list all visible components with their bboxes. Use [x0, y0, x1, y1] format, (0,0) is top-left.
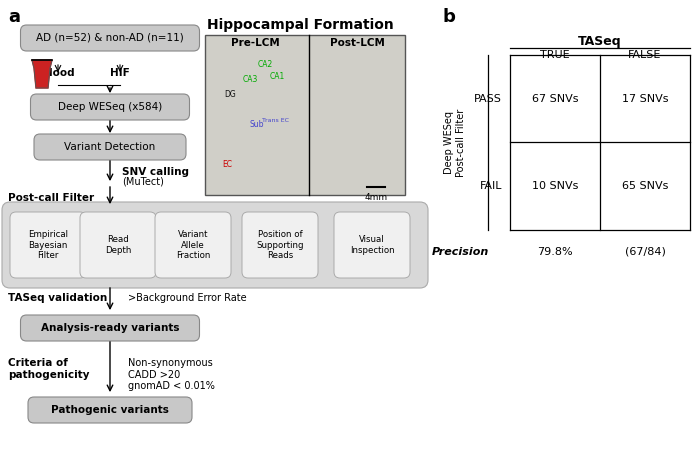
- Text: Empirical
Bayesian
Filter: Empirical Bayesian Filter: [28, 230, 68, 260]
- Text: 67 SNVs: 67 SNVs: [532, 94, 578, 104]
- Text: Visual
Inspection: Visual Inspection: [350, 235, 394, 255]
- Text: DG: DG: [224, 90, 236, 99]
- Text: Read
Depth: Read Depth: [105, 235, 131, 255]
- Text: Variant Detection: Variant Detection: [64, 142, 155, 152]
- Text: CA1: CA1: [270, 72, 285, 81]
- Text: FALSE: FALSE: [629, 50, 662, 60]
- Text: Position of
Supporting
Reads: Position of Supporting Reads: [256, 230, 304, 260]
- Text: CA2: CA2: [258, 60, 272, 69]
- FancyBboxPatch shape: [28, 397, 192, 423]
- Text: CA3: CA3: [242, 75, 258, 84]
- Text: FAIL: FAIL: [480, 181, 502, 191]
- Text: TRUE: TRUE: [540, 50, 570, 60]
- Text: Variant
Allele
Fraction: Variant Allele Fraction: [176, 230, 210, 260]
- FancyBboxPatch shape: [155, 212, 231, 278]
- Text: Pre-LCM: Pre-LCM: [230, 38, 279, 48]
- Text: EC: EC: [222, 160, 232, 169]
- Text: a: a: [8, 8, 20, 26]
- Text: 79.8%: 79.8%: [537, 247, 573, 257]
- Text: Criteria of
pathogenicity: Criteria of pathogenicity: [8, 358, 90, 380]
- Text: TASeq validation: TASeq validation: [8, 293, 107, 303]
- Text: AD (n=52) & non-AD (n=11): AD (n=52) & non-AD (n=11): [36, 33, 184, 43]
- Text: Hippocampal Formation: Hippocampal Formation: [206, 18, 393, 32]
- FancyBboxPatch shape: [20, 315, 199, 341]
- Text: Post-LCM: Post-LCM: [330, 38, 384, 48]
- Text: Deep WESeq (x584): Deep WESeq (x584): [58, 102, 162, 112]
- FancyBboxPatch shape: [34, 134, 186, 160]
- Text: SNV calling: SNV calling: [122, 167, 189, 177]
- Text: Pathogenic variants: Pathogenic variants: [51, 405, 169, 415]
- FancyBboxPatch shape: [10, 212, 86, 278]
- Text: PASS: PASS: [474, 94, 502, 104]
- FancyBboxPatch shape: [242, 212, 318, 278]
- Text: (MuTect): (MuTect): [122, 177, 164, 187]
- FancyBboxPatch shape: [80, 212, 156, 278]
- Text: Analysis-ready variants: Analysis-ready variants: [41, 323, 179, 333]
- Text: (67/84): (67/84): [624, 247, 666, 257]
- Text: >Background Error Rate: >Background Error Rate: [128, 293, 246, 303]
- Text: 4mm: 4mm: [365, 193, 388, 202]
- Text: b: b: [442, 8, 455, 26]
- FancyBboxPatch shape: [2, 202, 428, 288]
- Text: TASeq: TASeq: [578, 35, 622, 48]
- Text: HIF: HIF: [110, 68, 130, 78]
- Text: 10 SNVs: 10 SNVs: [532, 181, 578, 191]
- Text: Precision: Precision: [431, 247, 489, 257]
- FancyBboxPatch shape: [31, 94, 190, 120]
- Bar: [205, 35, 405, 195]
- Text: Deep WESeq
Post-call Filter: Deep WESeq Post-call Filter: [444, 109, 466, 177]
- Text: Trans EC: Trans EC: [262, 118, 288, 123]
- Text: 65 SNVs: 65 SNVs: [622, 181, 668, 191]
- FancyBboxPatch shape: [20, 25, 199, 51]
- Text: Post-call Filter: Post-call Filter: [8, 193, 94, 203]
- Text: Sub: Sub: [250, 120, 265, 129]
- Polygon shape: [32, 60, 52, 88]
- Text: 17 SNVs: 17 SNVs: [622, 94, 668, 104]
- Text: Blood: Blood: [41, 68, 75, 78]
- FancyBboxPatch shape: [334, 212, 410, 278]
- Text: Non-synonymous
CADD >20
gnomAD < 0.01%: Non-synonymous CADD >20 gnomAD < 0.01%: [128, 358, 215, 391]
